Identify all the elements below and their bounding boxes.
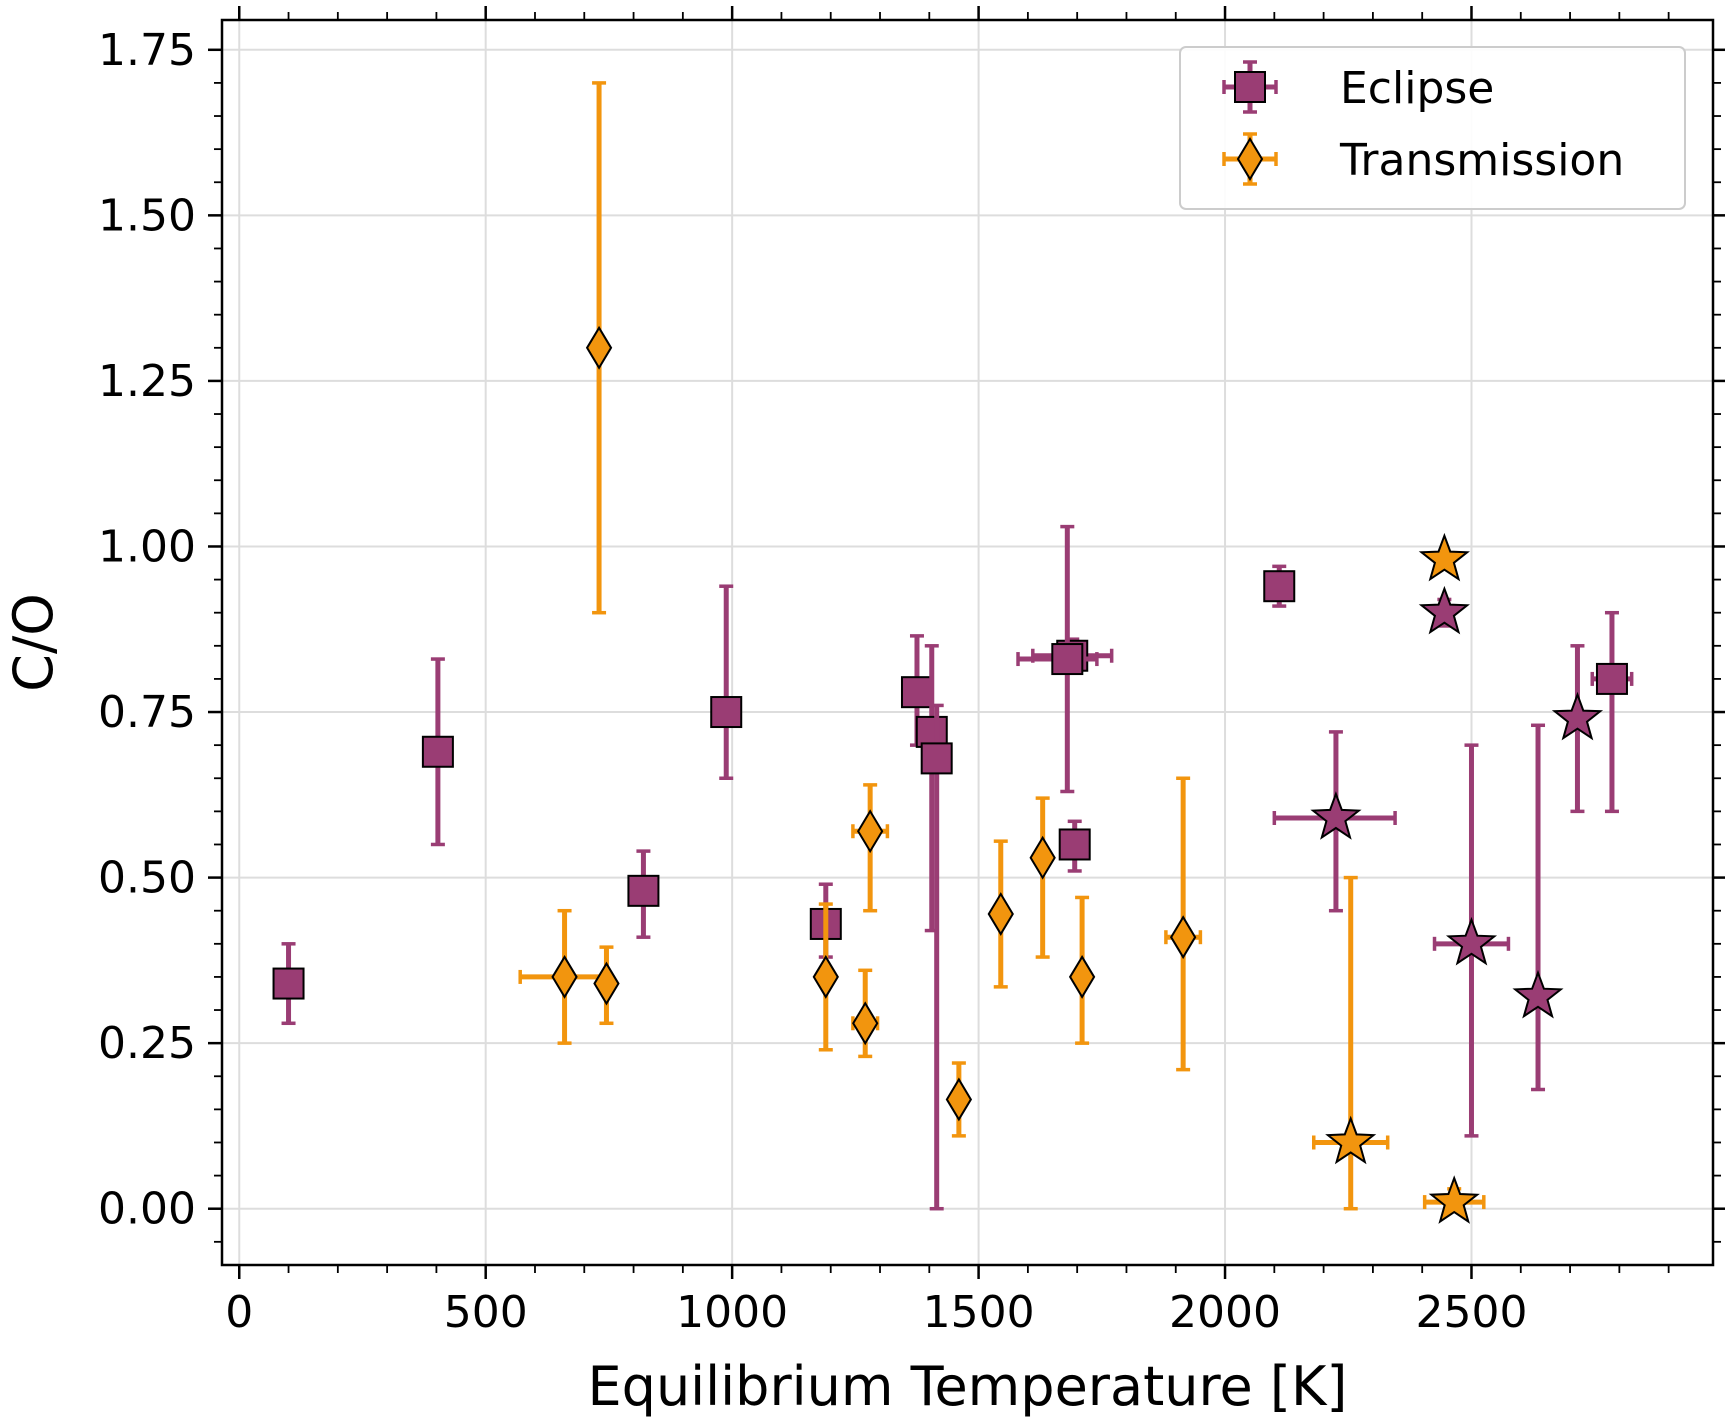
diamond-marker: [585, 325, 613, 370]
series-layer: [272, 81, 1634, 1224]
x-tick-label: 1000: [676, 1287, 788, 1338]
tick-layer: 0 500 1000 1500 2000 2500 0.00 0.25 0.50 0.75 1.00…: [98, 6, 1725, 1338]
diamond-marker: [812, 954, 839, 999]
diamond-marker: [1236, 137, 1264, 181]
square-marker: [1263, 570, 1296, 603]
y-axis-title: C/O: [2, 593, 65, 691]
y-tick-label: 0.25: [98, 1018, 196, 1069]
data-point: [1418, 532, 1470, 582]
data-point: [1272, 730, 1397, 913]
data-point: [421, 657, 454, 847]
square-marker: [1051, 643, 1084, 676]
legend-item-eclipse: Eclipse: [1222, 60, 1494, 114]
data-point: [1512, 723, 1564, 1092]
data-point: [851, 783, 890, 913]
data-point: [1418, 585, 1470, 635]
y-tick-label: 0.75: [98, 687, 196, 738]
data-point: [1029, 796, 1056, 959]
legend-label: Eclipse: [1340, 63, 1494, 114]
data-point: [1068, 895, 1096, 1045]
series-eclipse-star: [1272, 585, 1604, 1138]
data-point: [1422, 1175, 1486, 1224]
data-point: [851, 968, 880, 1059]
data-point: [1432, 743, 1511, 1138]
data-point: [920, 703, 953, 1211]
diamond-marker: [1169, 915, 1197, 960]
legend: Eclipse Transmission: [1179, 46, 1686, 210]
x-tick-label: 500: [444, 1287, 528, 1338]
square-marker: [920, 742, 953, 775]
data-point: [272, 942, 305, 1026]
x-tick-label: 0: [225, 1287, 253, 1338]
data-point: [1263, 564, 1296, 608]
square-marker: [900, 676, 933, 709]
star-marker: [1325, 1115, 1377, 1165]
y-tick-label: 0.00: [98, 1184, 196, 1235]
star-marker: [1310, 791, 1362, 840]
square-marker: [1058, 828, 1091, 861]
data-point: [585, 81, 613, 615]
x-tick-label: 2000: [1169, 1287, 1281, 1338]
x-tick-label: 2500: [1415, 1287, 1527, 1338]
square-marker: [627, 874, 660, 907]
data-point: [987, 839, 1014, 989]
data-point: [945, 1061, 973, 1138]
data-point: [1312, 875, 1390, 1211]
diamond-marker: [987, 892, 1014, 936]
square-marker: [421, 735, 454, 768]
data-point: [1590, 610, 1634, 814]
star-marker: [1428, 1175, 1480, 1224]
diamond-marker: [1029, 835, 1056, 880]
y-tick-label: 1.75: [98, 25, 196, 76]
data-point: [593, 945, 620, 1026]
grid-layer: [222, 20, 1713, 1265]
y-tick-label: 1.00: [98, 521, 196, 572]
x-tick-label: 1500: [923, 1287, 1035, 1338]
series-transmission-star: [1312, 532, 1486, 1224]
data-point: [518, 908, 611, 1045]
data-point: [627, 849, 660, 939]
diamond-marker: [593, 961, 620, 1006]
star-marker: [1418, 532, 1470, 582]
y-tick-label: 1.25: [98, 356, 196, 407]
legend-box: [1179, 46, 1686, 210]
y-tick-label: 1.50: [98, 190, 196, 241]
series-transmission: [518, 81, 1203, 1138]
square-marker: [272, 967, 305, 1000]
star-marker: [1445, 916, 1498, 966]
data-point: [710, 584, 743, 781]
square-marker: [1595, 662, 1628, 695]
data-point: [1551, 644, 1604, 814]
square-marker: [1234, 71, 1266, 103]
data-point: [1164, 776, 1203, 1072]
star-marker: [1551, 691, 1604, 741]
diamond-marker: [856, 809, 884, 854]
legend-label: Transmission: [1339, 135, 1624, 186]
legend-item-transmission: Transmission: [1222, 132, 1624, 186]
square-marker: [710, 696, 743, 729]
diamond-marker: [1068, 954, 1096, 999]
diamond-marker: [852, 1001, 879, 1046]
y-tick-label: 0.50: [98, 853, 196, 904]
diamond-marker: [551, 954, 578, 999]
data-point: [812, 902, 839, 1052]
diamond-marker: [945, 1077, 973, 1122]
data-point: [1016, 524, 1099, 794]
data-point: [1058, 819, 1091, 873]
star-marker: [1512, 969, 1564, 1019]
plot-frame: [220, 18, 1715, 1267]
star-marker: [1418, 585, 1470, 635]
x-axis-title: Equilibrium Temperature [K]: [588, 1355, 1348, 1418]
